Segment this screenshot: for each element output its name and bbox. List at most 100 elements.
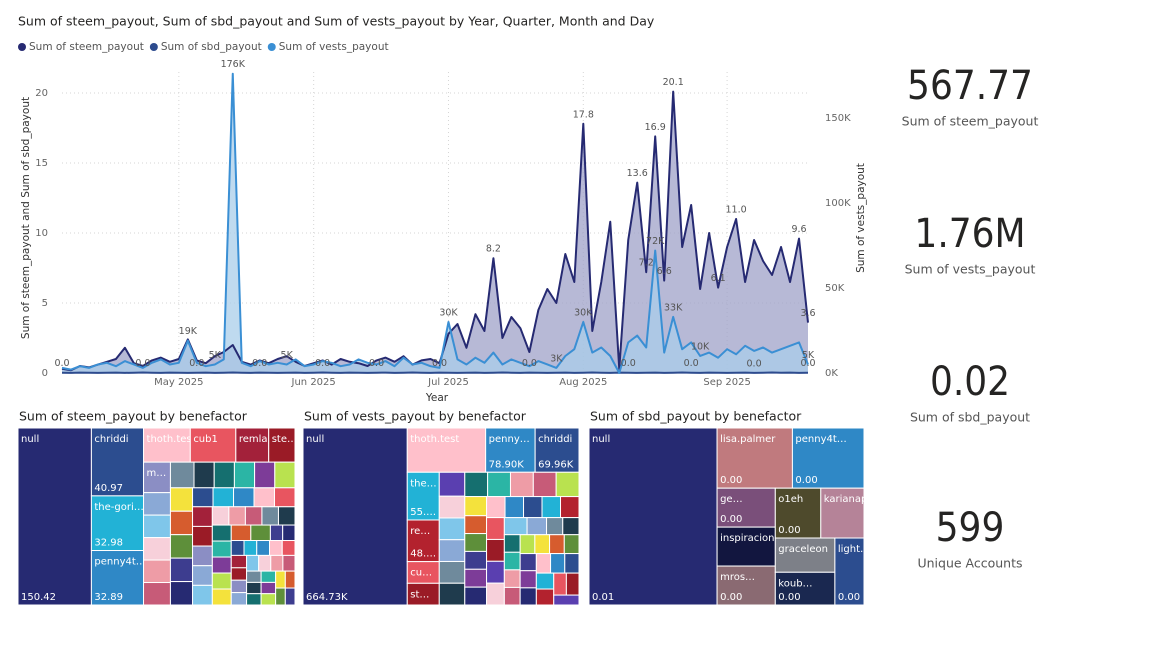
tile-value: 32.98 xyxy=(94,538,123,549)
area xyxy=(62,91,808,373)
tile xyxy=(555,471,580,498)
tile-label: lisa.palmer xyxy=(720,434,776,445)
tile xyxy=(230,524,252,542)
tile xyxy=(532,471,557,498)
tile xyxy=(553,594,580,606)
y2-tick-label: 0K xyxy=(825,368,838,379)
tile-value: 32.89 xyxy=(94,592,123,603)
tile xyxy=(143,582,171,606)
data-label: 5K xyxy=(281,350,294,361)
tile-label: the-gori… xyxy=(94,502,143,513)
tile-label: karianapo… xyxy=(824,494,884,505)
data-label: 0.0 xyxy=(189,358,204,369)
tile xyxy=(213,461,235,489)
tile-value: 0.00 xyxy=(778,525,800,536)
legend-label: Sum of steem_payout xyxy=(29,41,144,53)
y2-tick-label: 100K xyxy=(825,198,851,209)
tile xyxy=(526,517,548,536)
tile-value: 0.00 xyxy=(778,592,800,603)
tile xyxy=(820,487,865,539)
tile-label: koub… xyxy=(778,578,812,589)
legend-label: Sum of vests_payout xyxy=(279,41,389,53)
tile xyxy=(464,515,488,535)
data-label: 33K xyxy=(664,302,683,313)
tile-value: 55.… xyxy=(410,507,436,518)
x-tick-label: Aug 2025 xyxy=(559,377,607,388)
data-label: 30K xyxy=(574,307,593,318)
data-label: 0.0 xyxy=(432,358,447,369)
x-tick-label: May 2025 xyxy=(154,377,203,388)
tile xyxy=(519,553,537,572)
data-label: 10K xyxy=(691,341,710,352)
y-tick-label: 15 xyxy=(35,158,48,169)
tile-label: o1eh xyxy=(778,494,803,505)
tile xyxy=(143,492,171,516)
tile xyxy=(486,517,505,540)
tile xyxy=(464,586,488,606)
tile xyxy=(504,496,525,519)
tile xyxy=(464,533,488,552)
tile xyxy=(519,570,537,589)
tile xyxy=(282,524,296,542)
data-label: 30K xyxy=(439,307,458,318)
data-label: 0.0 xyxy=(135,358,150,369)
card-value: 567.77 xyxy=(907,63,1033,109)
y-tick-label: 20 xyxy=(35,88,48,99)
tile xyxy=(230,579,248,594)
tile xyxy=(406,471,440,521)
data-label: 0.0 xyxy=(252,358,267,369)
tile xyxy=(486,538,505,562)
tile-label: ste… xyxy=(272,434,297,445)
tile xyxy=(438,471,466,497)
tile xyxy=(230,592,248,606)
tile-value: 664.73K xyxy=(306,592,348,603)
tile xyxy=(143,559,171,584)
tile xyxy=(485,427,536,473)
tile xyxy=(565,572,580,596)
tile xyxy=(281,540,296,556)
tile xyxy=(193,461,215,489)
legend-marker xyxy=(267,43,276,51)
tile xyxy=(464,471,489,498)
tile-value: 0.01 xyxy=(592,592,614,603)
tile xyxy=(169,461,195,489)
tile xyxy=(503,517,528,536)
tile xyxy=(534,427,580,473)
tile-label: re… xyxy=(410,526,430,537)
tile xyxy=(244,506,263,526)
card-title: Sum of steem_payout xyxy=(902,114,1039,129)
data-label: 0.0 xyxy=(54,358,69,369)
tile-label: light… xyxy=(838,544,870,555)
tile-label: chriddi xyxy=(538,434,572,445)
tile xyxy=(523,496,543,519)
tile xyxy=(17,427,92,606)
tile xyxy=(230,540,245,556)
tile-label: null xyxy=(306,434,324,445)
tile xyxy=(260,570,277,583)
tile xyxy=(256,540,270,556)
x-axis-label: Year xyxy=(425,392,449,404)
tile-label: ge… xyxy=(720,494,743,505)
tile xyxy=(834,537,865,606)
x-tick-label: Jul 2025 xyxy=(427,377,469,388)
tile xyxy=(464,496,488,517)
tile xyxy=(230,554,248,569)
tile xyxy=(541,496,562,519)
tile xyxy=(254,461,276,489)
card-value: 0.02 xyxy=(930,359,1010,405)
tile xyxy=(192,565,213,586)
tile xyxy=(438,517,466,541)
tile xyxy=(192,506,213,527)
tile-value: 0.00 xyxy=(720,514,742,525)
tile-label: st… xyxy=(410,589,429,600)
tile xyxy=(246,581,262,595)
tile xyxy=(553,572,567,596)
tile xyxy=(564,553,580,574)
tile xyxy=(192,584,213,606)
tile xyxy=(284,587,296,606)
tile-label: inspiracion xyxy=(720,533,774,544)
x-tick-label: Sep 2025 xyxy=(703,377,750,388)
data-label: 72K xyxy=(646,236,665,247)
tile xyxy=(274,461,296,489)
